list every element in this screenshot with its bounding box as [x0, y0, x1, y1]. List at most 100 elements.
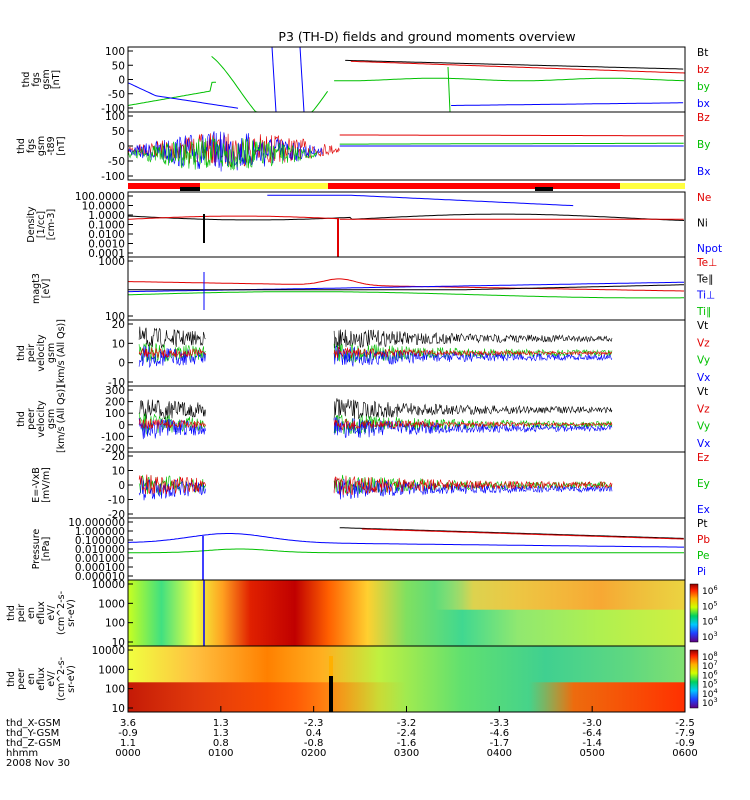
y-axis-label-line: peir	[16, 604, 27, 623]
orbit-row-value: -1.7	[490, 738, 510, 749]
y-axis: 100.000010.00001.00000.10000.01000.00100…	[75, 191, 133, 260]
orbit-row-value: -2.5	[675, 718, 695, 729]
colorbar-tick-label: 103	[702, 630, 718, 643]
y-tick-label: 100	[105, 46, 125, 58]
series-line	[267, 194, 574, 207]
series-line	[350, 60, 685, 74]
y-tick-label: 0.001000	[75, 553, 125, 565]
y-tick-label: -100	[101, 431, 125, 443]
legend-entry: Pb	[697, 534, 710, 546]
y-axis-label-line: [1/cc]	[36, 211, 47, 238]
legend-entry: Te∥	[696, 273, 713, 285]
y-axis-label-line: thd	[16, 411, 27, 427]
y-axis: 100 50 0 -50 -100	[101, 46, 133, 115]
orbit-row-value: -1.6	[397, 738, 417, 749]
legend-entry: Ti∥	[696, 306, 711, 318]
status-bar-segment	[200, 183, 328, 189]
series-line	[333, 345, 613, 367]
y-axis-label-line: [cm-3]	[46, 209, 57, 240]
series-line	[127, 82, 239, 109]
y-tick-label: 1000	[98, 598, 125, 610]
y-axis-label-line: en	[26, 673, 37, 685]
y-axis-label-line: thd	[21, 72, 32, 88]
series-spike	[271, 46, 277, 113]
y-tick-label: 10.0000	[82, 201, 125, 213]
orbit-row-label: thd_Z-GSM	[6, 738, 61, 749]
series-line	[128, 284, 685, 291]
y-axis: 10000 1000 100 10	[92, 579, 133, 649]
series-line	[339, 134, 684, 137]
panel-traces	[128, 580, 685, 646]
legend-entry: Ni	[697, 218, 708, 230]
series-line	[138, 326, 206, 349]
series-line	[138, 399, 206, 421]
legend-entry: Pe	[697, 550, 709, 562]
status-bar-segment	[328, 183, 620, 189]
y-axis-label-line: (cm^2-s-	[56, 591, 67, 635]
orbit-row-value: -4.6	[490, 728, 510, 739]
series-line	[333, 475, 613, 496]
y-axis-label-line: eflux	[36, 667, 47, 691]
legend-entry: Ti⊥	[696, 290, 715, 302]
y-tick-label: 20	[112, 319, 125, 331]
y-axis-label: thd peir en eflux eV/(cm^2-s-sr-eV)	[6, 591, 77, 635]
y-axis-label-line: sr-eV)	[66, 599, 77, 627]
y-tick-label: -50	[108, 89, 125, 101]
colorbar: 106 105 104 103	[689, 583, 718, 643]
y-tick-label: 1000	[98, 256, 125, 268]
y-tick-label: 0	[118, 420, 125, 432]
legend-entry: Vx	[697, 372, 710, 384]
series-line	[128, 533, 684, 548]
panel-frame	[127, 191, 686, 258]
legend-entry: Ez	[697, 452, 710, 464]
legend: Vt Vz Vy Vx	[697, 320, 710, 384]
y-tick-label: 0	[118, 358, 125, 370]
status-bar-segment	[620, 183, 685, 189]
legend: Bt bz by bx	[697, 47, 710, 110]
y-tick-label: 0.0001	[88, 248, 125, 260]
legend-entry: Ey	[697, 478, 710, 490]
y-axis-label-line: [nPa]	[41, 537, 52, 562]
y-tick-label: 0.000010	[75, 571, 125, 583]
legend-entry: Npot	[697, 243, 722, 255]
y-tick-label: -100	[101, 103, 125, 115]
legend: Vt Vz Vy Vx	[697, 386, 710, 450]
y-axis-label-line: [nT]	[56, 136, 67, 155]
legend-entry: Pt	[697, 518, 707, 530]
y-tick-label: 10	[112, 338, 125, 350]
orbit-row-label: thd_Y-GSM	[6, 728, 59, 739]
orbit-row-value: -3.3	[490, 718, 510, 729]
series-line	[127, 81, 217, 106]
orbit-row-value: 1.3	[213, 728, 229, 739]
series-line	[138, 418, 206, 430]
series-spike	[447, 66, 451, 113]
panel-8: 10.0000001.0000000.1000000.0100000.00100…	[31, 517, 710, 583]
y-axis-label-line: magt3	[31, 273, 42, 304]
legend-entry: bz	[697, 64, 710, 76]
y-axis-label: thd peir velocity gsm [km/s (All Qs)]	[16, 319, 67, 387]
y-tick-label: -200	[101, 443, 125, 455]
orbit-row-value: 0600	[672, 748, 697, 759]
y-axis-label-line: Pressure	[31, 529, 42, 570]
legend: Pt Pb Pe Pi	[697, 518, 710, 578]
legend-entry: Vz	[697, 403, 710, 415]
orbit-row-value: 1.1	[120, 738, 136, 749]
series-line	[339, 142, 684, 145]
panel-traces	[138, 326, 613, 369]
legend-entry: Vt	[697, 320, 708, 332]
panel-2: 100 50 0 -50 -100 thd fgs gsm -t89 [nT] Bz By Bx	[16, 111, 710, 183]
y-tick-label: -50	[108, 156, 125, 168]
colorbar-tick-label: 106	[702, 668, 718, 681]
legend: Te⊥ Te∥ Ti⊥ Ti∥	[696, 257, 717, 318]
y-tick-label: 50	[112, 126, 125, 138]
series-line	[128, 213, 685, 221]
y-tick-label: 100	[105, 111, 125, 123]
y-tick-label: 10	[112, 466, 125, 478]
y-axis-label-line: -t89	[46, 136, 57, 155]
y-axis-label: E=-VxB [mV/m]	[31, 467, 52, 503]
y-tick-label: -10	[108, 377, 125, 389]
panel-7: 20 10 0 -10 -20 E=-VxB [mV/m] Ez Ey Ex	[31, 451, 710, 521]
y-tick-label: 100	[105, 618, 125, 630]
